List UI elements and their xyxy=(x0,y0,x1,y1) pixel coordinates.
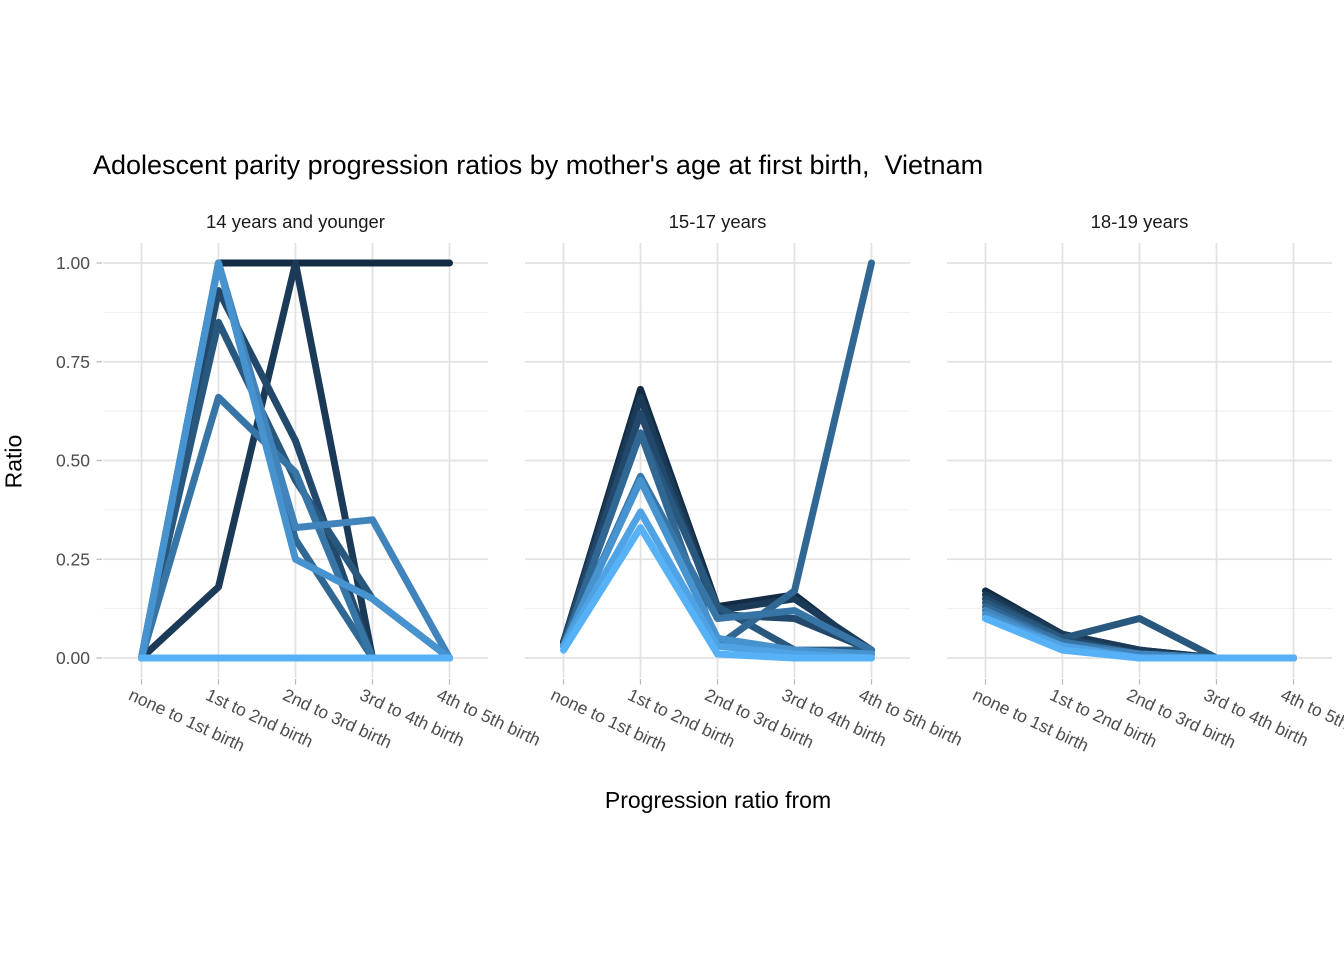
x-axis-title: Progression ratio from xyxy=(604,787,832,813)
y-axis-title: Ratio xyxy=(0,434,27,489)
y-tick-label: 0.75 xyxy=(56,352,90,372)
y-tick-label: 0.50 xyxy=(56,451,90,471)
chart-title: Adolescent parity progression ratios by … xyxy=(93,150,984,180)
y-tick-label: 0.00 xyxy=(56,648,90,668)
legend: 5-year birth cohort 19501960197019801990 xyxy=(0,845,1344,955)
y-tick-label: 1.00 xyxy=(56,253,90,273)
series-line-1990 xyxy=(982,615,1297,662)
series-line-1980 xyxy=(560,476,875,658)
facet-strip-15-17: 15-17 years xyxy=(668,211,767,232)
facet-strip-14-and-younger: 14 years and younger xyxy=(206,211,385,232)
y-tick-label: 0.25 xyxy=(56,549,90,569)
series-line-1990 xyxy=(560,524,875,662)
facet-strip-18-19: 18-19 years xyxy=(1090,211,1189,232)
series-line-1980 xyxy=(138,259,453,662)
